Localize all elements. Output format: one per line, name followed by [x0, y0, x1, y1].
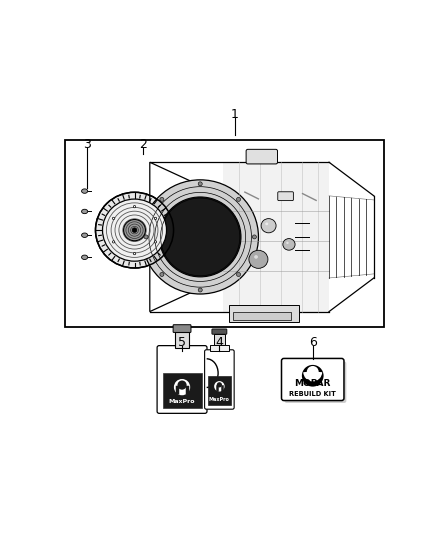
Ellipse shape — [237, 197, 240, 201]
FancyBboxPatch shape — [173, 325, 191, 333]
Ellipse shape — [261, 219, 276, 233]
Circle shape — [174, 379, 190, 395]
Circle shape — [302, 365, 324, 386]
FancyBboxPatch shape — [230, 305, 299, 322]
Ellipse shape — [283, 239, 295, 250]
FancyBboxPatch shape — [214, 334, 225, 345]
Circle shape — [307, 366, 319, 378]
FancyBboxPatch shape — [282, 358, 344, 400]
Ellipse shape — [124, 220, 145, 241]
Ellipse shape — [81, 255, 88, 260]
Ellipse shape — [249, 251, 268, 268]
FancyBboxPatch shape — [285, 361, 346, 403]
Ellipse shape — [254, 255, 258, 259]
Ellipse shape — [102, 199, 166, 261]
FancyBboxPatch shape — [162, 373, 201, 408]
FancyBboxPatch shape — [208, 376, 231, 405]
FancyBboxPatch shape — [246, 149, 278, 164]
Circle shape — [177, 381, 187, 390]
Text: 6: 6 — [309, 336, 317, 349]
Text: REBUILD KIT: REBUILD KIT — [289, 391, 336, 397]
FancyBboxPatch shape — [212, 329, 227, 334]
Ellipse shape — [198, 288, 202, 292]
Ellipse shape — [144, 235, 148, 239]
FancyBboxPatch shape — [233, 312, 291, 320]
Ellipse shape — [160, 272, 164, 277]
FancyBboxPatch shape — [278, 192, 293, 200]
Text: 2: 2 — [139, 138, 147, 151]
FancyBboxPatch shape — [175, 332, 189, 348]
Ellipse shape — [154, 217, 157, 220]
Text: 5: 5 — [178, 336, 186, 349]
Text: MaxPro: MaxPro — [169, 399, 195, 403]
Ellipse shape — [160, 197, 164, 201]
FancyBboxPatch shape — [223, 162, 329, 312]
Ellipse shape — [133, 206, 136, 208]
FancyBboxPatch shape — [210, 345, 229, 351]
FancyBboxPatch shape — [157, 345, 207, 414]
Ellipse shape — [159, 197, 241, 277]
Ellipse shape — [132, 228, 137, 232]
FancyBboxPatch shape — [65, 140, 384, 327]
Ellipse shape — [142, 180, 258, 294]
Ellipse shape — [95, 192, 173, 268]
Ellipse shape — [113, 217, 115, 220]
Ellipse shape — [133, 253, 136, 255]
Ellipse shape — [198, 182, 202, 186]
Ellipse shape — [286, 241, 289, 244]
Ellipse shape — [81, 209, 88, 214]
Circle shape — [217, 382, 222, 387]
Text: 4: 4 — [215, 336, 223, 349]
Ellipse shape — [113, 241, 115, 243]
Ellipse shape — [154, 241, 157, 243]
Ellipse shape — [265, 222, 268, 225]
Ellipse shape — [237, 272, 240, 277]
Text: 3: 3 — [83, 138, 91, 151]
Circle shape — [214, 381, 225, 392]
Ellipse shape — [81, 189, 88, 193]
FancyBboxPatch shape — [205, 350, 234, 409]
Text: 1: 1 — [231, 108, 239, 121]
Text: MOPAR: MOPAR — [294, 379, 331, 389]
Text: MaxPro: MaxPro — [209, 397, 230, 402]
Ellipse shape — [81, 233, 88, 237]
Ellipse shape — [252, 235, 256, 239]
